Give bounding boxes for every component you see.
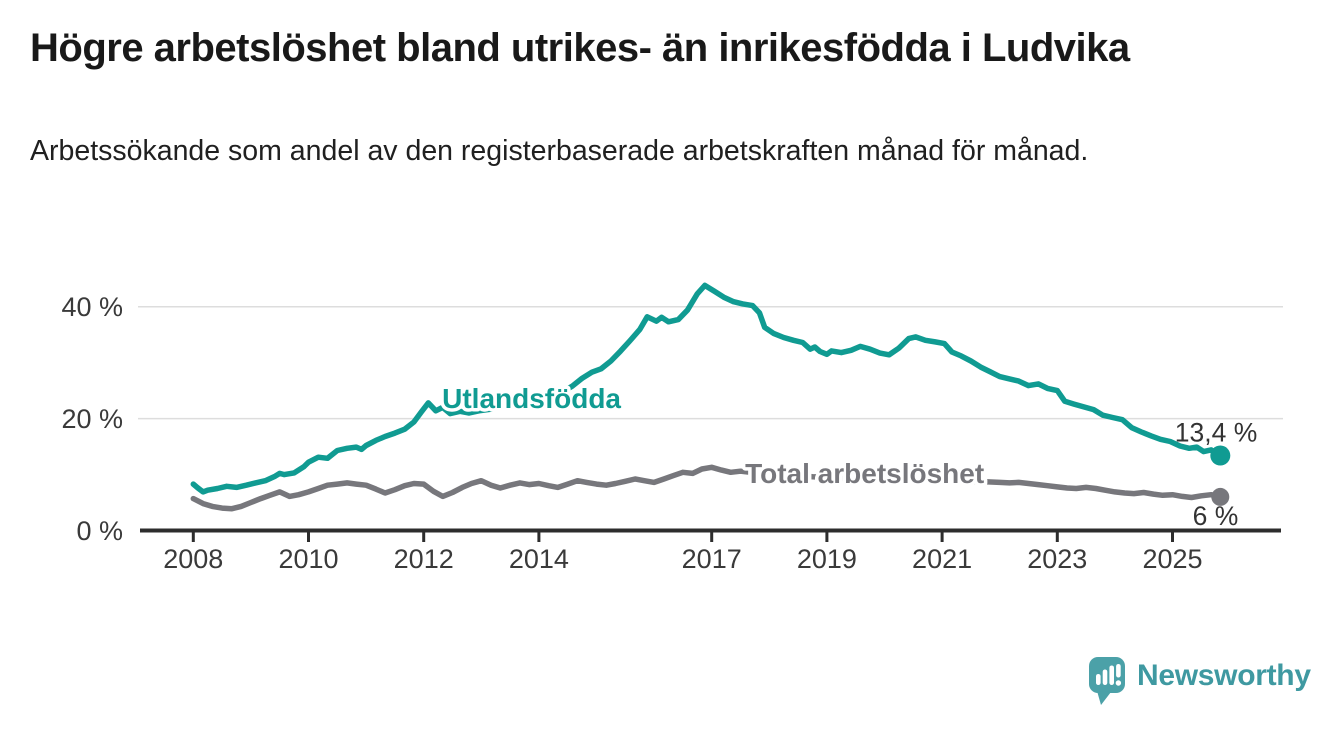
x-tick-label-2017: 2017 [682, 544, 742, 574]
x-tick-label-2025: 2025 [1142, 544, 1202, 574]
chart-subtitle: Arbetssökande som andel av den registerb… [30, 135, 1089, 167]
x-tick-label-2008: 2008 [163, 544, 223, 574]
utlandsfodda-end-dot [1210, 445, 1231, 466]
total-arbetsloshet-end-dot [1211, 487, 1230, 506]
x-tick-label-2019: 2019 [797, 544, 857, 574]
newsworthy-logo-text: Newsworthy [1137, 659, 1311, 692]
y-tick-label-0: 0 % [76, 516, 123, 546]
newsworthy-speech-bubble-chart-icon [1089, 657, 1125, 705]
total-arbetsloshet-line [190, 464, 1224, 512]
x-tick-label-2010: 2010 [278, 544, 338, 574]
x-tick-label-2021: 2021 [912, 544, 972, 574]
utlandsfodda-end-value-label: 13,4 % [1175, 418, 1258, 448]
x-tick-label-2012: 2012 [394, 544, 454, 574]
page-title: Högre arbetslöshet bland utrikes- än inr… [30, 26, 1130, 70]
y-tick-label-40: 40 % [61, 292, 123, 322]
y-tick-label-20: 20 % [61, 404, 123, 434]
x-tick-label-2014: 2014 [509, 544, 569, 574]
newsworthy-logo: Newsworthy [1088, 656, 1311, 708]
total-arbetsloshet-series-label: Total arbetslöshet [745, 458, 984, 489]
x-tick-label-2023: 2023 [1027, 544, 1087, 574]
utlandsfodda-series-label: Utlandsfödda [442, 383, 621, 414]
total-arbetsloshet-end-value-label: 6 % [1193, 501, 1239, 531]
utlandsfodda-line [190, 282, 1224, 495]
